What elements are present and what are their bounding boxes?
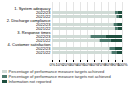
svg-text:2022/23: 2022/23 — [36, 22, 51, 28]
svg-text:2022/23: 2022/23 — [36, 34, 51, 40]
svg-text:4. Customer satisfaction: 4. Customer satisfaction — [7, 42, 51, 48]
svg-text:100%: 100% — [117, 62, 128, 67]
svg-text:2022/23: 2022/23 — [36, 46, 51, 52]
html-text:Percentage of performance meas: Percentage of performance measure target… — [8, 69, 105, 74]
html-text:0% 10% 20% 30% 40% 50% 60% 70%: 0% 10% 20% 30% 40% 50% 60% 70% 80% 90% — [49, 62, 120, 68]
svg-text:2021/22: 2021/22 — [36, 38, 51, 44]
html-text:Percentage of performance meas: Percentage of performance measure target… — [8, 74, 111, 79]
html-text:Information not reported: Information not reported — [8, 79, 52, 84]
svg-text:2021/22: 2021/22 — [36, 14, 51, 20]
svg-text:2021/22: 2021/22 — [36, 50, 51, 55]
svg-text:2022/23: 2022/23 — [36, 10, 51, 16]
svg-text:2. Discharge compliance: 2. Discharge compliance — [6, 18, 51, 24]
svg-text:1. System adequacy: 1. System adequacy — [14, 6, 51, 12]
svg-text:2021/22: 2021/22 — [36, 26, 51, 32]
svg-text:3. Response times: 3. Response times — [17, 30, 51, 36]
